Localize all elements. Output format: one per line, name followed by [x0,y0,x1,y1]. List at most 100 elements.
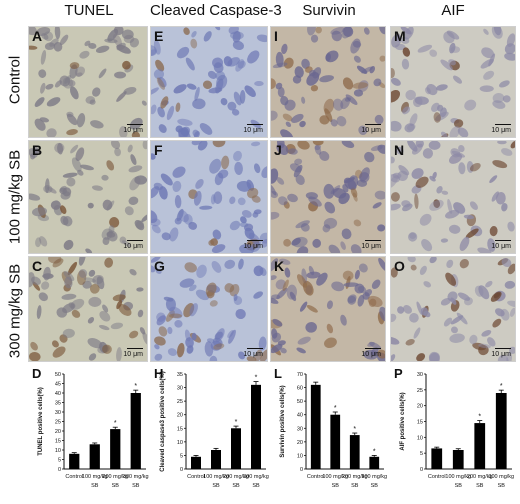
cell-nucleus [414,193,419,209]
cell-nucleus [312,238,322,248]
panel-letter: M [394,28,406,44]
cell-nucleus [260,349,267,361]
cell-nucleus [78,257,86,266]
cell-nucleus [49,38,59,47]
cell-nucleus [504,52,515,61]
cell-nucleus [67,261,78,276]
cell-nucleus [41,281,50,290]
bar [110,429,121,469]
cell-nucleus [78,269,88,278]
cell-nucleus [232,40,244,51]
scale-label: 10 μm [361,243,381,250]
cell-nucleus [295,174,305,185]
scale-label: 10 μm [243,243,263,250]
cell-nucleus [218,169,229,179]
cell-nucleus [501,203,508,212]
cell-nucleus [306,72,320,86]
cell-nucleus [332,98,344,111]
cell-nucleus [250,119,261,129]
cell-nucleus [367,295,383,307]
cell-nucleus [68,79,76,87]
cell-nucleus [457,292,471,301]
tissue-texture [271,257,385,361]
bar [69,453,80,469]
cell-nucleus [174,195,182,209]
cell-nucleus [429,257,437,264]
y-axis-label: Survivin positive cells(%) [280,385,286,457]
cell-nucleus [429,199,444,211]
cell-nucleus [247,50,260,64]
panel-letter: N [394,142,405,158]
category-label: 300 mg/kg [243,474,269,480]
cell-nucleus [236,180,252,192]
cell-nucleus [402,47,411,57]
panel-letter: A [32,28,43,44]
cell-nucleus [156,312,166,322]
y-tick-label: 30 [55,410,61,416]
category-label-line2: SB [232,483,240,489]
cell-nucleus [247,187,259,199]
cell-nucleus [39,117,50,123]
cell-nucleus [224,259,236,269]
cell-nucleus [449,126,461,137]
cell-nucleus [66,177,76,187]
cell-nucleus [160,173,173,186]
tissue-texture [151,257,267,361]
cell-nucleus [391,354,396,361]
cell-nucleus [85,248,93,253]
cell-nucleus [324,201,336,214]
cell-nucleus [137,309,144,318]
cell-nucleus [431,102,440,112]
cell-nucleus [411,168,424,179]
cell-nucleus [424,87,431,95]
scale-bar [247,240,263,241]
category-label: Control [187,474,205,480]
cell-nucleus [256,34,267,43]
cell-nucleus [223,56,233,67]
cell-nucleus [379,306,385,322]
cell-nucleus [356,65,368,74]
chart-survivin: L 0 10 20 30 40 50 60 70 Survivin positive cells(… [270,364,388,499]
cell-nucleus [445,209,460,219]
cell-nucleus [338,192,350,205]
cell-nucleus [195,179,204,189]
cell-nucleus [501,257,512,268]
bar [130,393,141,469]
cell-nucleus [84,40,91,47]
panel-letter: C [32,258,43,274]
cell-nucleus [241,210,252,218]
cell-nucleus [391,192,400,202]
cell-nucleus [397,306,405,314]
cell-nucleus [374,190,385,200]
panel-letter: G [154,258,165,274]
cell-nucleus [306,305,318,313]
scale-bar [495,240,511,241]
cell-nucleus [254,163,261,174]
y-tick-label: 40 [297,413,303,419]
cell-nucleus [113,33,122,47]
scale-bar [127,348,143,349]
cell-nucleus [469,163,481,172]
cell-nucleus [271,183,277,196]
cell-nucleus [71,157,82,172]
cell-nucleus [358,125,368,136]
cell-nucleus [116,44,131,54]
cell-nucleus [401,58,410,70]
cell-nucleus [391,67,395,79]
scale-label: 10 μm [491,243,511,250]
cell-nucleus [331,30,342,42]
cell-nucleus [240,216,247,224]
cell-nucleus [199,205,213,210]
cell-nucleus [501,148,513,156]
cell-nucleus [191,31,197,38]
cell-nucleus [330,27,345,35]
cell-nucleus [70,144,79,154]
category-label: Control [65,474,83,480]
bar [474,423,486,469]
cell-nucleus [173,84,187,94]
cell-nucleus [487,337,496,347]
cell-nucleus [276,287,288,300]
cell-nucleus [457,127,469,137]
category-label-line2: SB [132,483,140,489]
cell-nucleus [233,150,242,162]
